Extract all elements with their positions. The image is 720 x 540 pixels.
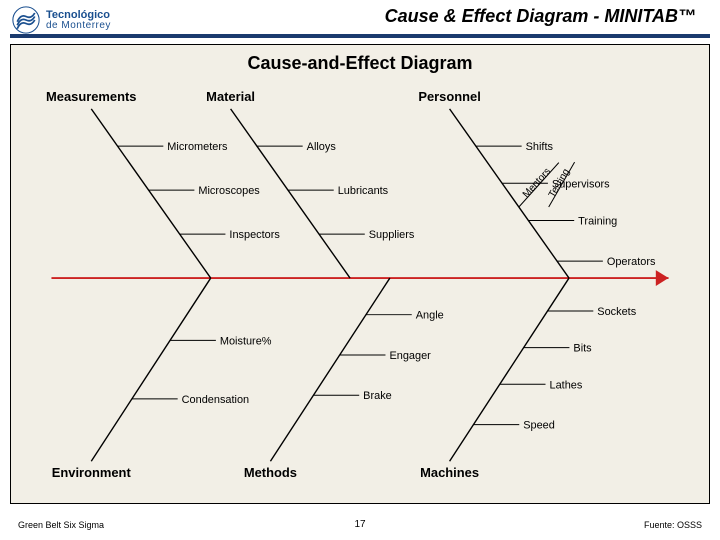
- svg-text:Machines: Machines: [420, 465, 479, 480]
- svg-text:Methods: Methods: [244, 465, 297, 480]
- footer-page-number: 17: [0, 519, 720, 530]
- svg-text:Alloys: Alloys: [307, 141, 337, 153]
- svg-text:Operators: Operators: [607, 256, 656, 268]
- svg-text:Brake: Brake: [363, 390, 392, 402]
- svg-text:Angle: Angle: [416, 310, 444, 322]
- svg-text:Personnel: Personnel: [418, 89, 480, 104]
- logo-text: Tecnológico de Monterrey: [46, 10, 111, 31]
- svg-text:Inspectors: Inspectors: [229, 229, 280, 241]
- svg-text:Shifts: Shifts: [526, 141, 554, 153]
- fishbone-diagram: Measurements Micrometers Microscopes Inspec…: [11, 79, 709, 503]
- footer-source: Fuente: OSSS: [644, 520, 702, 530]
- svg-text:Micrometers: Micrometers: [167, 141, 228, 153]
- svg-text:Lubricants: Lubricants: [338, 185, 389, 197]
- logo-top: Tecnológico: [46, 10, 111, 21]
- svg-text:Lathes: Lathes: [550, 379, 583, 391]
- svg-text:Speed: Speed: [523, 420, 555, 432]
- logo-mark-icon: [12, 6, 40, 34]
- slide: Tecnológico de Monterrey Cause & Effect …: [0, 0, 720, 540]
- svg-text:Sockets: Sockets: [597, 306, 636, 318]
- chart-title: Cause-and-Effect Diagram: [11, 53, 709, 74]
- svg-text:Engager: Engager: [389, 350, 431, 362]
- header: Tecnológico de Monterrey Cause & Effect …: [0, 0, 720, 42]
- svg-text:Suppliers: Suppliers: [369, 229, 415, 241]
- logo-bot: de Monterrey: [46, 21, 111, 31]
- svg-text:Environment: Environment: [52, 465, 132, 480]
- page-title: Cause & Effect Diagram - MINITAB™: [385, 6, 696, 27]
- svg-text:Moisture%: Moisture%: [220, 335, 272, 347]
- header-rule: [10, 34, 710, 38]
- svg-text:Bits: Bits: [573, 343, 592, 355]
- chart-frame: Cause-and-Effect Diagram Measurements Mic…: [10, 44, 710, 504]
- svg-text:Microscopes: Microscopes: [198, 185, 260, 197]
- svg-text:Condensation: Condensation: [182, 394, 250, 406]
- svg-text:Material: Material: [206, 89, 255, 104]
- svg-text:Training: Training: [578, 216, 617, 228]
- logo: Tecnológico de Monterrey: [12, 6, 111, 34]
- svg-text:Measurements: Measurements: [46, 89, 137, 104]
